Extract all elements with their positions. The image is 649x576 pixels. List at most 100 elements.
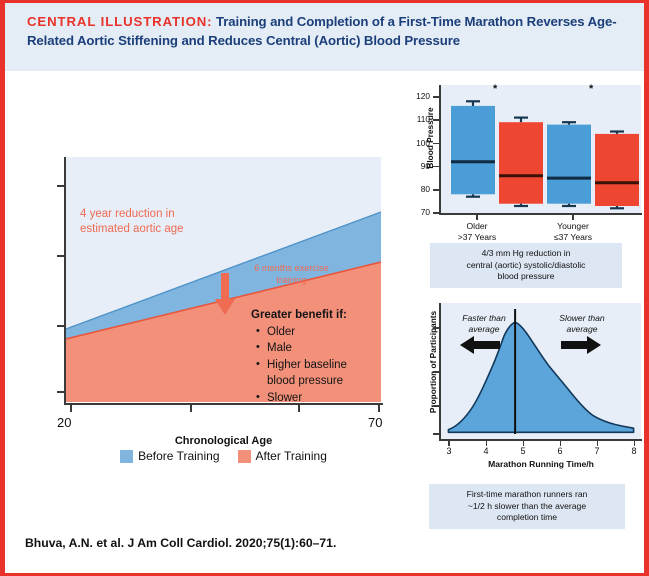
reduction-annotation: 4 year reduction in estimated aortic age: [80, 207, 184, 237]
exercise-annotation-line1: 6 months exercise: [254, 263, 329, 273]
significance-star-older: *: [493, 83, 498, 95]
aortic-age-x-tick-mid2: [298, 405, 300, 412]
central-illustration-label: CENTRAL ILLUSTRATION:: [27, 14, 213, 29]
slower-than-average-annotation: Slower than average: [549, 313, 615, 334]
marathon-x-tick-label-7: 7: [594, 446, 600, 456]
bp-x-tick-older: [476, 215, 478, 220]
marathon-x-tick-label-3: 3: [446, 446, 452, 456]
marathon-x-tick-label-6: 6: [557, 446, 563, 456]
down-arrow-icon: [215, 273, 235, 315]
marathon-x-tick-6: [559, 441, 562, 446]
significance-star-younger: *: [589, 83, 594, 95]
bp-caption-line3: blood pressure: [497, 271, 555, 281]
aortic-age-y-tick-2: [57, 255, 65, 257]
aortic-age-y-tick-4: [57, 391, 65, 393]
bp-y-tick-100: [433, 142, 440, 144]
bp-y-tick-label-110: 110: [416, 114, 430, 125]
marathon-x-tick-8: [633, 441, 636, 446]
greater-benefit-list: Older Male Higher baseline blood pressur…: [256, 323, 347, 402]
marathon-y-tick-1: [433, 327, 440, 329]
marathon-x-tick-4: [485, 441, 487, 446]
bp-caption-line1: 4/3 mm Hg reduction in: [481, 248, 571, 258]
bp-x-tick-younger: [572, 215, 574, 220]
exercise-annotation-line2: training: [276, 275, 307, 285]
bp-y-tick-80: [433, 189, 440, 191]
bp-y-tick-120: [433, 96, 440, 98]
bp-category-younger-line1: Younger: [557, 221, 589, 231]
benefit-item-slower: Slower: [256, 389, 347, 402]
blood-pressure-x-axis-line: [439, 213, 642, 215]
bp-caption-line2: central (aortic) systolic/diastolic: [466, 259, 586, 270]
bp-category-older-line2: >37 Years: [457, 231, 497, 242]
marathon-x-tick-label-8: 8: [631, 446, 637, 456]
aortic-age-x-tick-label-70: 70: [368, 415, 383, 430]
marathon-time-y-axis-line: [439, 303, 441, 441]
right-arrow-icon: [561, 336, 601, 354]
legend-label-after-training: After Training: [255, 449, 327, 463]
greater-benefit-heading: Greater benefit if:: [251, 309, 347, 321]
marathon-time-plot-area: Faster than average Slower than average: [441, 303, 641, 439]
aortic-age-plot-area: 4 year reduction in estimated aortic age…: [66, 157, 381, 402]
blood-pressure-chart-panel: Blood Pressure: [410, 81, 648, 242]
legend-swatch-after-training: [237, 449, 251, 463]
bp-y-tick-label-90: 90: [420, 160, 430, 171]
aortic-age-x-axis-label: Chronological Age: [174, 435, 273, 447]
greater-benefit-annotation: Greater benefit if: Older Male Higher ba…: [251, 307, 347, 402]
legend-swatch-before-training: [120, 449, 134, 463]
marathon-y-tick-3: [433, 405, 440, 407]
marathon-x-tick-label-5: 5: [520, 446, 526, 456]
bp-y-tick-label-80: 80: [420, 184, 430, 194]
figure-header-band: CENTRAL ILLUSTRATION: Training and Compl…: [5, 3, 644, 71]
marathon-time-caption: First-time marathon runners ran ~1/2 h s…: [429, 484, 625, 529]
dist-caption-line3: completion time: [496, 512, 558, 522]
marathon-time-x-axis-line: [439, 439, 642, 441]
aortic-age-legend: Before Training After Training: [66, 449, 381, 463]
faster-annotation-line1: Faster than: [462, 313, 506, 323]
marathon-time-distribution-curve: [447, 309, 635, 434]
marathon-x-tick-5: [522, 441, 524, 446]
aortic-age-x-axis-line: [64, 403, 383, 405]
aortic-age-chart-panel: Biological Aortic Age 4 year reduction i…: [23, 143, 393, 473]
marathon-x-tick-label-4: 4: [483, 446, 489, 456]
benefit-item-older: Older: [256, 323, 347, 341]
blood-pressure-boxes: [451, 100, 639, 210]
marathon-x-tick-3: [448, 441, 450, 446]
blood-pressure-y-axis-line: [439, 85, 441, 215]
faster-annotation-line2: average: [468, 323, 500, 334]
legend-label-before-training: Before Training: [138, 449, 220, 463]
exercise-annotation: 6 months exercise training: [239, 262, 344, 286]
aortic-age-y-tick-1: [57, 185, 65, 187]
dist-caption-line2: ~1/2 h slower than the average: [467, 500, 587, 511]
marathon-y-tick-4: [433, 433, 440, 435]
distribution-area: [447, 321, 635, 434]
bp-category-older: Older >37 Years: [431, 221, 523, 242]
aortic-age-x-tick-right: [378, 405, 380, 412]
page-title: CENTRAL ILLUSTRATION: Training and Compl…: [27, 12, 630, 50]
bp-category-younger-line2: ≤37 Years: [553, 231, 593, 242]
aortic-age-x-tick-label-20: 20: [57, 415, 72, 430]
marathon-x-tick-7: [596, 441, 599, 446]
blood-pressure-caption: 4/3 mm Hg reduction in central (aortic) …: [430, 243, 622, 288]
marathon-time-chart-panel: Proportion of Participants Faster than a…: [410, 299, 648, 474]
legend-item-after-training: After Training: [237, 449, 327, 463]
dist-caption-line1: First-time marathon runners ran: [466, 489, 588, 499]
slower-annotation-line2: average: [566, 323, 598, 334]
page-title-text: Training and Completion of a First-Time …: [27, 14, 617, 48]
citation-text: Bhuva, A.N. et al. J Am Coll Cardiol. 20…: [25, 536, 337, 550]
benefit-item-higher-baseline-bp-cont: blood pressure: [267, 375, 344, 387]
bp-y-tick-label-100: 100: [416, 137, 430, 148]
faster-than-average-annotation: Faster than average: [451, 313, 517, 334]
aortic-age-x-tick-left: [70, 405, 72, 412]
bp-category-younger: Younger ≤37 Years: [527, 221, 619, 242]
reduction-annotation-line2: estimated aortic age: [80, 223, 184, 235]
benefit-item-higher-baseline-bp: Higher baseline: [256, 356, 347, 374]
bp-y-tick-110: [433, 119, 440, 121]
bp-y-tick-label-120: 120: [416, 91, 430, 101]
slower-annotation-line1: Slower than: [559, 313, 605, 323]
bp-category-older-line1: Older: [466, 221, 488, 231]
bp-y-tick-70: [433, 212, 440, 214]
bp-y-tick-90: [433, 165, 440, 168]
aortic-age-x-tick-mid1: [190, 405, 192, 412]
bp-y-tick-label-70: 70: [420, 207, 430, 218]
